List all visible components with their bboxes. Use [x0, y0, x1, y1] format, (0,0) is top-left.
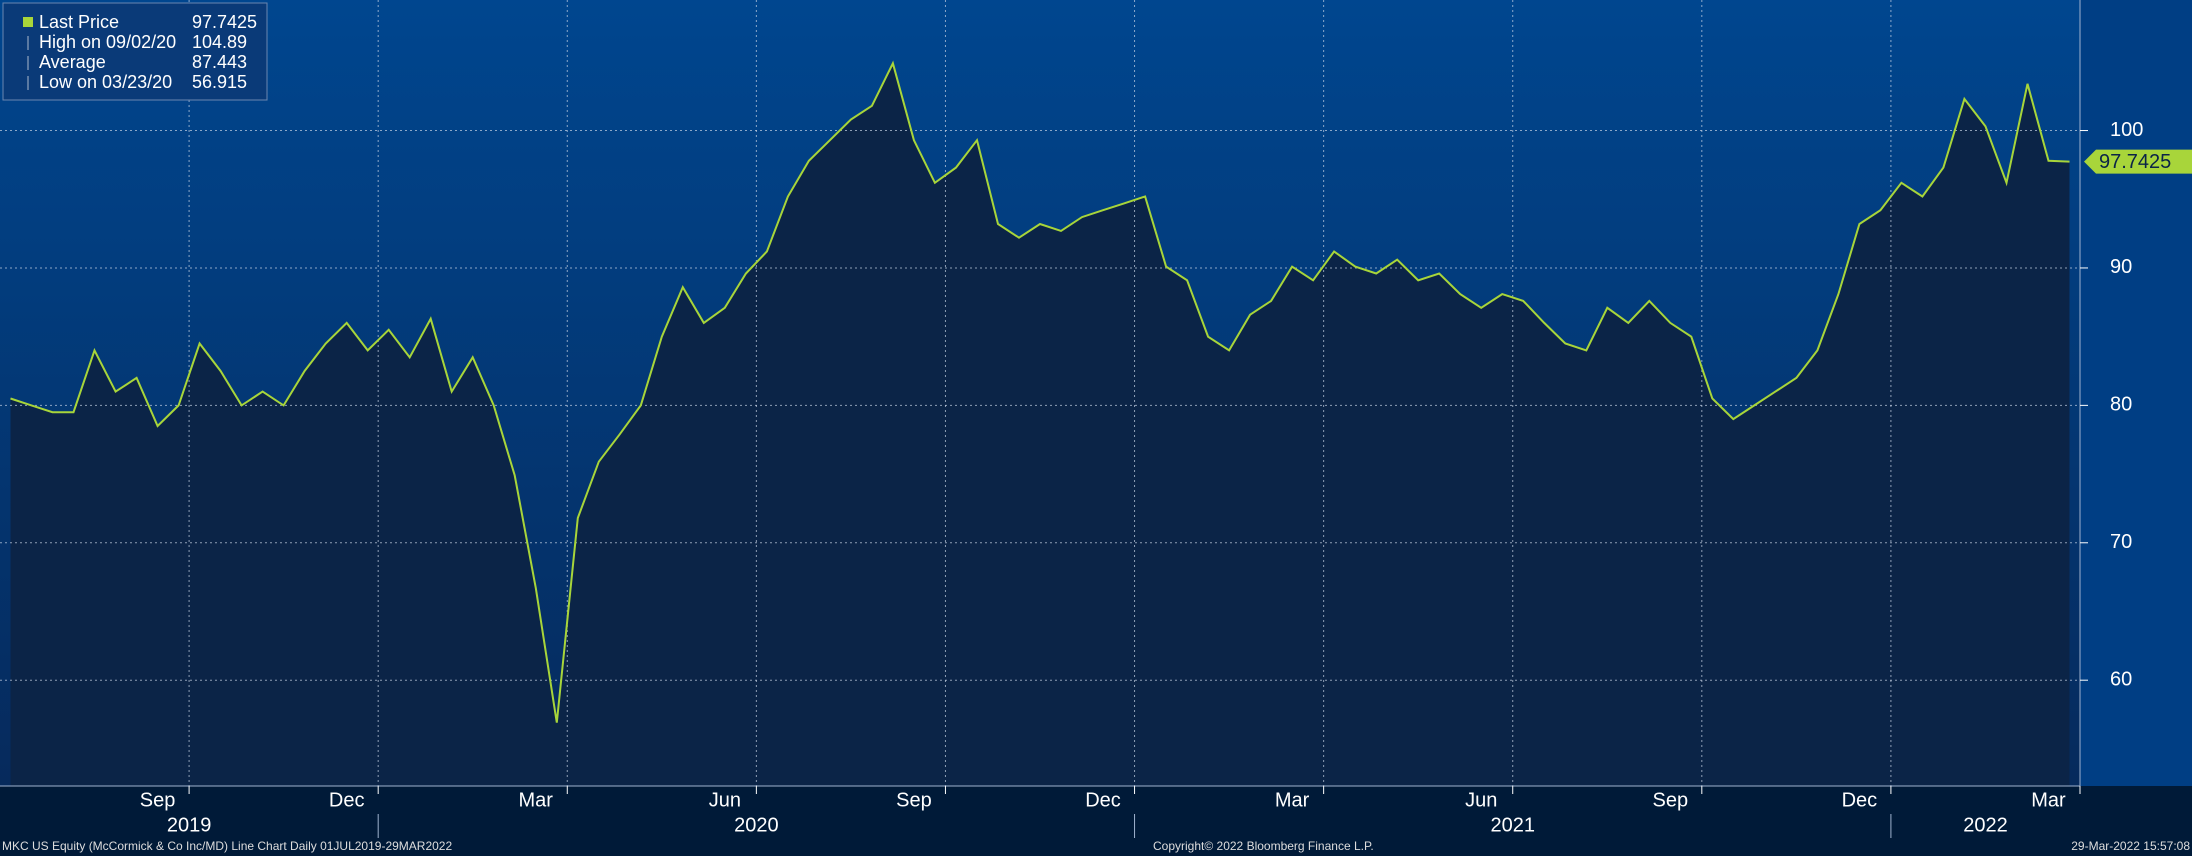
- x-tick-label: Mar: [2031, 789, 2066, 811]
- x-tick-label: Sep: [1653, 789, 1689, 811]
- legend-value: 97.7425: [192, 12, 257, 32]
- last-price-tag: [2084, 149, 2192, 174]
- legend-value: 56.915: [192, 72, 247, 92]
- year-label: 2022: [1963, 814, 2008, 836]
- x-tick-label: Dec: [329, 789, 365, 811]
- footer-left: MKC US Equity (McCormick & Co Inc/MD) Li…: [2, 839, 452, 853]
- legend-label: High on 09/02/20: [39, 32, 176, 52]
- year-label: 2020: [734, 814, 779, 836]
- legend-box: [2, 2, 268, 101]
- year-label: 2021: [1490, 814, 1535, 836]
- price-line: [10, 60, 2070, 723]
- x-tick-label: Dec: [1085, 789, 1121, 811]
- legend-label: Average: [39, 52, 106, 72]
- x-tick-label: Mar: [1275, 789, 1310, 811]
- legend-label: Last Price: [39, 12, 119, 32]
- x-tick-label: Jun: [1465, 789, 1497, 811]
- footer-right: 29-Mar-2022 15:57:08: [2071, 839, 2190, 853]
- legend-label: Low on 03/23/20: [39, 72, 172, 92]
- x-tick-label: Sep: [896, 789, 932, 811]
- area: [10, 63, 2070, 787]
- x-tick-label: Sep: [140, 789, 176, 811]
- legend-value: 104.89: [192, 32, 247, 52]
- footer-center: Copyright© 2022 Bloomberg Finance L.P.: [1153, 839, 1374, 853]
- y-tick-label: 80: [2110, 394, 2132, 416]
- year-label: 2019: [167, 814, 212, 836]
- x-tick-label: Jun: [709, 789, 741, 811]
- y-tick-label: 90: [2110, 256, 2132, 278]
- last-price-label: 97.7425: [2099, 151, 2171, 173]
- x-tick-label: Mar: [519, 789, 554, 811]
- y-tick-label: 70: [2110, 531, 2132, 553]
- legend-swatch: [23, 17, 33, 27]
- y-tick-label: 60: [2110, 668, 2132, 690]
- y-tick-label: 100: [2110, 119, 2143, 141]
- legend-value: 87.443: [192, 52, 247, 72]
- x-tick-label: Dec: [1842, 789, 1878, 811]
- axis-area: [2080, 0, 2192, 786]
